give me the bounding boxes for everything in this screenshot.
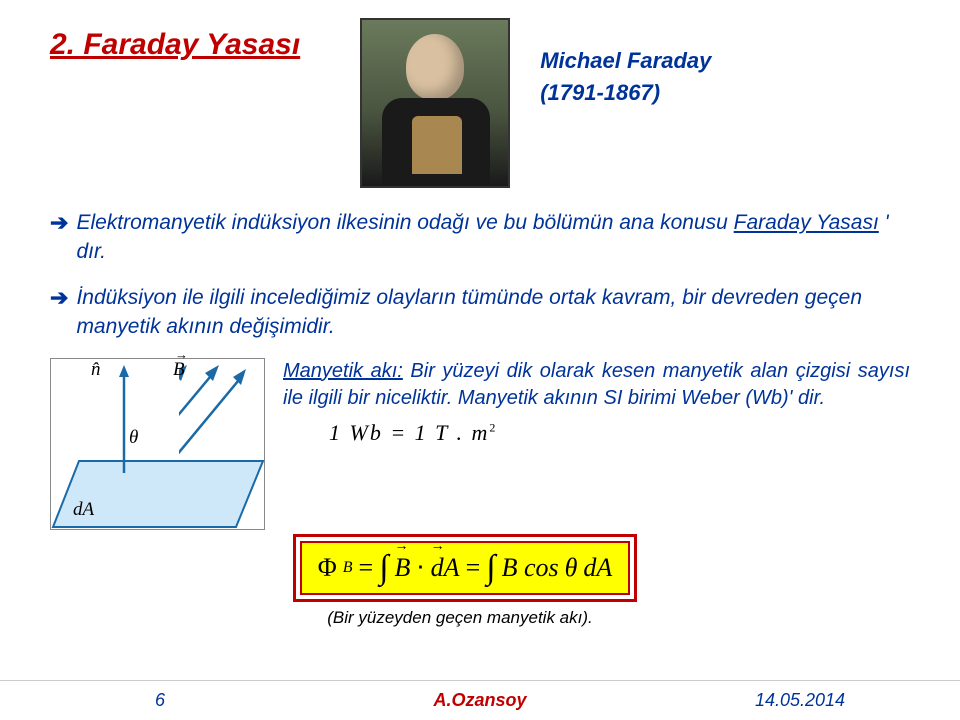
portrait-name: Michael Faraday bbox=[540, 48, 711, 74]
flux-diagram: n̂ →B θ dA bbox=[50, 358, 265, 530]
b-vec-label: →B bbox=[173, 359, 185, 381]
bullet-1: ➔ Elektromanyetik indüksiyon ilkesinin o… bbox=[50, 208, 910, 267]
footer-date: 14.05.2014 bbox=[640, 690, 960, 711]
theta-label: θ bbox=[129, 427, 138, 449]
bullet-1-text: Elektromanyetik indüksiyon ilkesinin oda… bbox=[76, 208, 910, 267]
footer-author: A.Ozansoy bbox=[320, 690, 640, 711]
footer: 6 A.Ozansoy 14.05.2014 bbox=[0, 680, 960, 720]
flux-definition-column: Manyetik akı: Bir yüzeyi dik olarak kese… bbox=[283, 358, 910, 530]
bullet-2: ➔ İndüksiyon ile ilgili incelediğimiz ol… bbox=[50, 283, 910, 342]
n-hat-label: n̂ bbox=[91, 359, 101, 381]
bullet-list: ➔ Elektromanyetik indüksiyon ilkesinin o… bbox=[50, 208, 910, 342]
flux-note: (Bir yüzeyden geçen manyetik akı). bbox=[10, 608, 910, 628]
unit-equation: 1 Wb = 1 T . m2 bbox=[329, 418, 910, 448]
portrait-years: (1791-1867) bbox=[540, 80, 711, 106]
portrait-caption: Michael Faraday (1791-1867) bbox=[540, 18, 711, 106]
arrow-icon: ➔ bbox=[50, 208, 68, 239]
page-number: 6 bbox=[0, 690, 320, 711]
flux-equation-box: ΦB = ∫ B ⋅ dA = ∫ B cos θ dA bbox=[293, 534, 638, 602]
lower-row: n̂ →B θ dA Many bbox=[50, 358, 910, 530]
arrow-icon: ➔ bbox=[50, 283, 68, 314]
bullet-2-text: İndüksiyon ile ilgili incelediğimiz olay… bbox=[76, 283, 910, 342]
flux-definition: Manyetik akı: Bir yüzeyi dik olarak kese… bbox=[283, 358, 910, 412]
title-row: 2. Faraday Yasası Michael Faraday (1791-… bbox=[50, 18, 910, 188]
flux-equation-wrap: ΦB = ∫ B ⋅ dA = ∫ B cos θ dA bbox=[20, 534, 910, 602]
dA-label: dA bbox=[73, 499, 94, 521]
slide-title: 2. Faraday Yasası bbox=[50, 18, 300, 62]
flux-equation: ΦB = ∫ B ⋅ dA = ∫ B cos θ dA bbox=[300, 541, 631, 595]
portrait-image bbox=[360, 18, 510, 188]
